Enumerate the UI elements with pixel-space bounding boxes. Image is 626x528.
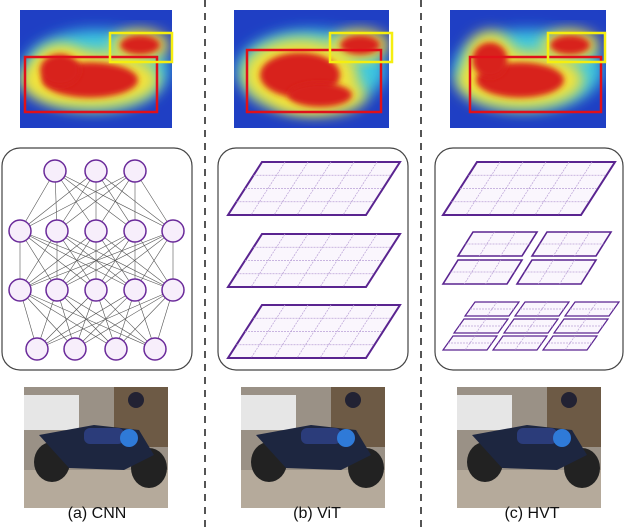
caption: (b) ViT <box>293 505 341 522</box>
yellow-box <box>108 31 174 64</box>
truck <box>457 395 512 430</box>
edge <box>56 230 97 291</box>
neuron <box>45 219 69 243</box>
neuron <box>63 337 87 361</box>
edge <box>56 170 97 232</box>
heat-red <box>40 54 80 86</box>
rider <box>345 392 361 408</box>
edge <box>74 289 174 350</box>
helmet <box>337 429 355 447</box>
edge <box>19 289 156 350</box>
edge <box>19 230 174 291</box>
neuron <box>84 278 108 302</box>
neuron <box>45 278 69 302</box>
edge <box>19 170 136 232</box>
caption: (c) HVT <box>504 505 559 522</box>
yellow-box <box>546 31 607 64</box>
edge <box>134 170 174 232</box>
neuron <box>8 278 32 302</box>
grid <box>553 231 569 257</box>
rider <box>561 392 577 408</box>
red-box <box>245 48 383 114</box>
heat-red <box>288 83 352 107</box>
edge <box>95 230 174 291</box>
panel <box>1 147 193 371</box>
neuron <box>25 337 49 361</box>
edge <box>19 230 136 291</box>
truck <box>241 395 296 430</box>
grid <box>538 259 554 285</box>
neuron <box>84 219 108 243</box>
grid <box>464 259 480 285</box>
tank <box>301 428 341 444</box>
edge <box>54 170 97 232</box>
neuron <box>8 219 32 243</box>
grid <box>500 231 516 257</box>
edge <box>19 170 97 232</box>
caption: (a) CNN <box>68 505 127 522</box>
edge <box>54 170 136 232</box>
neuron <box>104 337 128 361</box>
grid <box>574 231 590 257</box>
edge <box>54 170 174 232</box>
edge <box>19 230 97 291</box>
heatmap <box>20 10 172 128</box>
edge <box>36 289 174 350</box>
edge <box>19 289 117 350</box>
red-box <box>23 55 159 114</box>
heatmap <box>450 10 606 128</box>
tank <box>84 428 124 444</box>
heatmap <box>234 10 389 128</box>
grid <box>559 259 575 285</box>
edge <box>19 289 76 350</box>
yellow-box <box>328 31 394 64</box>
tank <box>517 428 557 444</box>
edge <box>115 289 174 350</box>
neuron <box>123 159 147 183</box>
grid <box>479 231 495 257</box>
neuron <box>143 337 167 361</box>
helmet <box>120 429 138 447</box>
rider <box>128 392 144 408</box>
edge <box>56 230 174 291</box>
edge <box>36 289 97 350</box>
edge <box>95 170 174 232</box>
heat-red <box>472 42 508 78</box>
truck <box>24 395 79 430</box>
neuron <box>123 219 147 243</box>
neuron <box>123 278 147 302</box>
edge <box>95 170 136 232</box>
heat-red <box>550 35 590 55</box>
neuron <box>84 159 108 183</box>
red-box <box>468 55 603 114</box>
drawings <box>8 10 621 508</box>
neuron <box>43 159 67 183</box>
helmet <box>553 429 571 447</box>
heat-red <box>340 35 380 55</box>
heat-red <box>120 35 160 55</box>
grid <box>485 259 501 285</box>
edge <box>56 170 136 232</box>
neuron <box>161 219 185 243</box>
edge <box>36 289 136 350</box>
neuron <box>161 278 185 302</box>
